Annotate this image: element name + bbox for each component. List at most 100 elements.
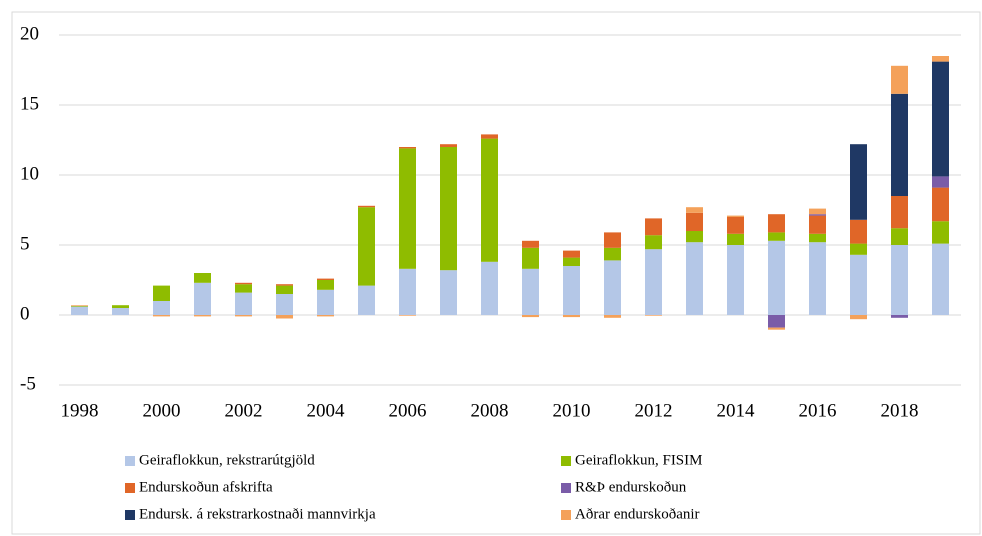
bar-segment [932, 221, 949, 244]
bar-segment [891, 245, 908, 315]
x-tick-label: 2008 [471, 400, 509, 421]
bar-segment [440, 144, 457, 147]
bar-segment [768, 240, 785, 315]
bar-segment [153, 301, 170, 315]
bar-segment [563, 257, 580, 266]
x-tick-label: 2004 [307, 400, 346, 421]
bar-segment [645, 218, 662, 236]
y-tick-label: 15 [20, 93, 39, 114]
bar-segment [235, 315, 252, 317]
bar-segment [440, 147, 457, 271]
bar-segment [399, 268, 416, 315]
bar-segment [645, 315, 662, 316]
chart-frame [11, 11, 981, 535]
legend-label: Geiraflokkun, FISIM [575, 452, 703, 468]
x-tick-label: 2014 [717, 400, 756, 421]
legend-label: Endursk. á rekstrarkostnaði mannvirkja [139, 506, 376, 522]
bar-segment [481, 261, 498, 315]
bar-segment [686, 242, 703, 315]
x-tick-label: 2016 [799, 400, 837, 421]
bar-segment [317, 289, 334, 315]
bar-segment [809, 214, 826, 216]
bar-segment [71, 306, 88, 315]
bar-segment [194, 315, 211, 317]
bar-segment [522, 268, 539, 315]
bar-segment [440, 270, 457, 315]
y-tick-label: 10 [20, 163, 39, 184]
bar-segment [481, 134, 498, 139]
legend-label: Aðrar endurskoðanir [575, 506, 700, 522]
bar-segment [71, 305, 88, 307]
bar-segment [850, 219, 867, 244]
y-tick-label: -5 [20, 373, 36, 394]
bar-segment [153, 285, 170, 301]
bar-segment [563, 315, 580, 318]
bar-segment [522, 315, 539, 318]
bar-segment [932, 187, 949, 222]
y-tick-label: 20 [20, 23, 39, 44]
bar-segment [891, 93, 908, 196]
x-tick-label: 2000 [143, 400, 181, 421]
legend-swatch [561, 483, 571, 493]
bar-segment [194, 282, 211, 315]
legend-label: R&Þ endurskoðun [575, 479, 687, 495]
bar-segment [727, 233, 744, 245]
bar-segment [932, 176, 949, 188]
bar-segment [522, 240, 539, 248]
legend-swatch [125, 483, 135, 493]
bar-segment [891, 65, 908, 94]
bar-segment [112, 305, 129, 308]
x-tick-label: 2006 [389, 400, 427, 421]
bar-segment [932, 61, 949, 177]
bar-segment [276, 285, 293, 294]
bar-segment [686, 212, 703, 231]
bar-segment [563, 250, 580, 258]
bar-segment [727, 215, 744, 217]
x-tick-label: 2002 [225, 400, 263, 421]
y-tick-label: 0 [20, 303, 30, 324]
legend-swatch [561, 456, 571, 466]
bar-segment [604, 232, 621, 248]
bar-segment [358, 285, 375, 315]
bar-segment [891, 196, 908, 229]
bar-segment [686, 207, 703, 213]
bar-segment [481, 138, 498, 262]
legend-label: Endurskoðun afskrifta [139, 479, 273, 495]
legend-label: Geiraflokkun, rekstrarútgjöld [139, 452, 315, 468]
bar-segment [809, 215, 826, 234]
bar-segment [563, 266, 580, 315]
bar-segment [850, 254, 867, 315]
x-tick-label: 1998 [61, 400, 99, 421]
bar-segment [235, 282, 252, 285]
bar-segment [850, 144, 867, 220]
bar-segment [317, 278, 334, 280]
bar-segment [809, 242, 826, 315]
bar-segment [399, 315, 416, 316]
bar-segment [522, 247, 539, 269]
bar-segment [276, 294, 293, 315]
x-tick-label: 2012 [635, 400, 673, 421]
bar-segment [358, 207, 375, 286]
bar-segment [358, 205, 375, 208]
bar-segment [604, 260, 621, 315]
bar-segment [932, 243, 949, 315]
bar-segment [194, 273, 211, 283]
bar-segment [768, 315, 785, 328]
bar-segment [727, 245, 744, 315]
x-tick-label: 2018 [881, 400, 919, 421]
bar-segment [891, 315, 908, 318]
bar-segment [604, 315, 621, 318]
bar-segment [891, 228, 908, 245]
bar-segment [768, 214, 785, 233]
bar-segment [850, 243, 867, 255]
legend-swatch [125, 456, 135, 466]
bar-segment [604, 247, 621, 261]
bar-segment [317, 280, 334, 290]
bar-segment [71, 305, 88, 306]
bar-segment [276, 315, 293, 319]
bar-segment [686, 231, 703, 243]
bar-segment [645, 235, 662, 250]
y-tick-label: 5 [20, 233, 30, 254]
bar-segment [235, 292, 252, 315]
bar-segment [112, 308, 129, 315]
